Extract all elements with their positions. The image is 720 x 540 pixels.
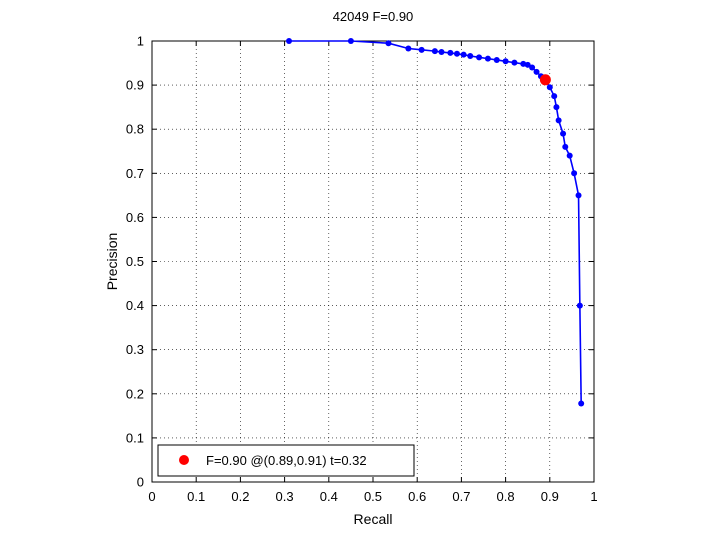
data-point (566, 152, 573, 159)
x-axis-label: Recall (354, 511, 393, 527)
data-point (571, 170, 578, 177)
y-tick-label: 0.3 (126, 342, 144, 357)
data-point (453, 50, 460, 57)
series (286, 38, 585, 407)
grid (152, 41, 594, 482)
data-point (576, 302, 583, 309)
legend-label: F=0.90 @(0.89,0.91) t=0.32 (206, 453, 367, 468)
y-tick-label: 0.9 (126, 78, 144, 93)
data-point (502, 58, 509, 65)
data-point (385, 40, 392, 47)
x-tick-label: 0.8 (497, 489, 515, 504)
y-tick-label: 0.7 (126, 166, 144, 181)
y-tick-label: 0.6 (126, 210, 144, 225)
data-point (467, 52, 474, 59)
x-tick-label: 0.7 (452, 489, 470, 504)
data-point (533, 68, 540, 75)
y-tick-label: 0 (137, 475, 144, 490)
chart-title: 42049 F=0.90 (333, 9, 414, 24)
x-tick-label: 0.3 (276, 489, 294, 504)
data-point (476, 54, 483, 61)
data-point (431, 48, 438, 55)
legend-marker (179, 455, 189, 465)
x-tick-label: 0.5 (364, 489, 382, 504)
x-tick-label: 1 (590, 489, 597, 504)
data-point (438, 49, 445, 56)
data-point (546, 84, 553, 91)
x-tick-label: 0 (148, 489, 155, 504)
data-point (447, 49, 454, 56)
data-point (511, 59, 518, 66)
data-point (562, 143, 569, 150)
data-point (555, 117, 562, 124)
legend-box (157, 444, 415, 477)
y-tick-label: 0.5 (126, 254, 144, 269)
data-point (575, 192, 582, 199)
series-line (289, 40, 582, 404)
x-tick-label: 0.4 (320, 489, 338, 504)
y-tick-label: 1 (137, 34, 144, 49)
data-point (493, 56, 500, 63)
data-point (460, 51, 467, 58)
data-point (524, 61, 531, 68)
y-tick-label: 0.2 (126, 386, 144, 401)
data-point (551, 93, 558, 100)
x-tick-label: 0.2 (231, 489, 249, 504)
y-tick-label: 0.8 (126, 122, 144, 137)
data-point (560, 130, 567, 137)
data-point (347, 38, 354, 44)
y-tick-label: 0.4 (126, 298, 144, 313)
legend: F=0.90 @(0.89,0.91) t=0.32 (157, 444, 415, 477)
best-f-point (539, 74, 551, 86)
x-tick-label: 0.1 (187, 489, 205, 504)
data-point (405, 45, 412, 52)
data-point (578, 400, 585, 407)
x-tick-label: 0.9 (541, 489, 559, 504)
y-tick-label: 0.1 (126, 430, 144, 445)
axis-ticks: 0 0.1 0.2 0.3 0.4 0.5 0.6 0.7 0.8 0.9 1 0 0.1 0.2 0.3 0… (126, 34, 598, 505)
y-axis-label: Precision (104, 233, 120, 291)
data-point (484, 55, 491, 62)
data-point (286, 38, 293, 44)
data-point (553, 104, 560, 111)
data-point (418, 46, 425, 53)
data-point (529, 64, 536, 71)
x-tick-label: 0.6 (408, 489, 426, 504)
